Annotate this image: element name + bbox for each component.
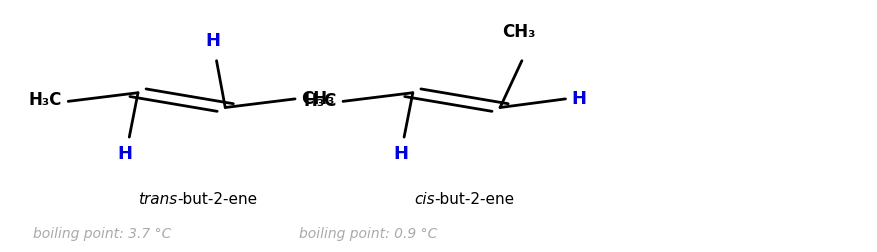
- Text: H₃C: H₃C: [29, 91, 62, 109]
- Text: -but-2-ene: -but-2-ene: [177, 193, 257, 207]
- Text: cis: cis: [414, 193, 434, 207]
- Text: boiling point: 3.7 °C: boiling point: 3.7 °C: [33, 228, 172, 241]
- Text: CH₃: CH₃: [502, 23, 535, 41]
- Text: boiling point: 0.9 °C: boiling point: 0.9 °C: [299, 228, 438, 241]
- Text: H₃C: H₃C: [303, 92, 337, 110]
- Text: H: H: [393, 145, 408, 163]
- Text: H: H: [118, 145, 132, 163]
- Text: H: H: [205, 32, 220, 50]
- Text: trans: trans: [138, 193, 177, 207]
- Text: CH₃: CH₃: [301, 90, 334, 108]
- Text: -but-2-ene: -but-2-ene: [434, 193, 514, 207]
- Text: H: H: [571, 90, 586, 108]
